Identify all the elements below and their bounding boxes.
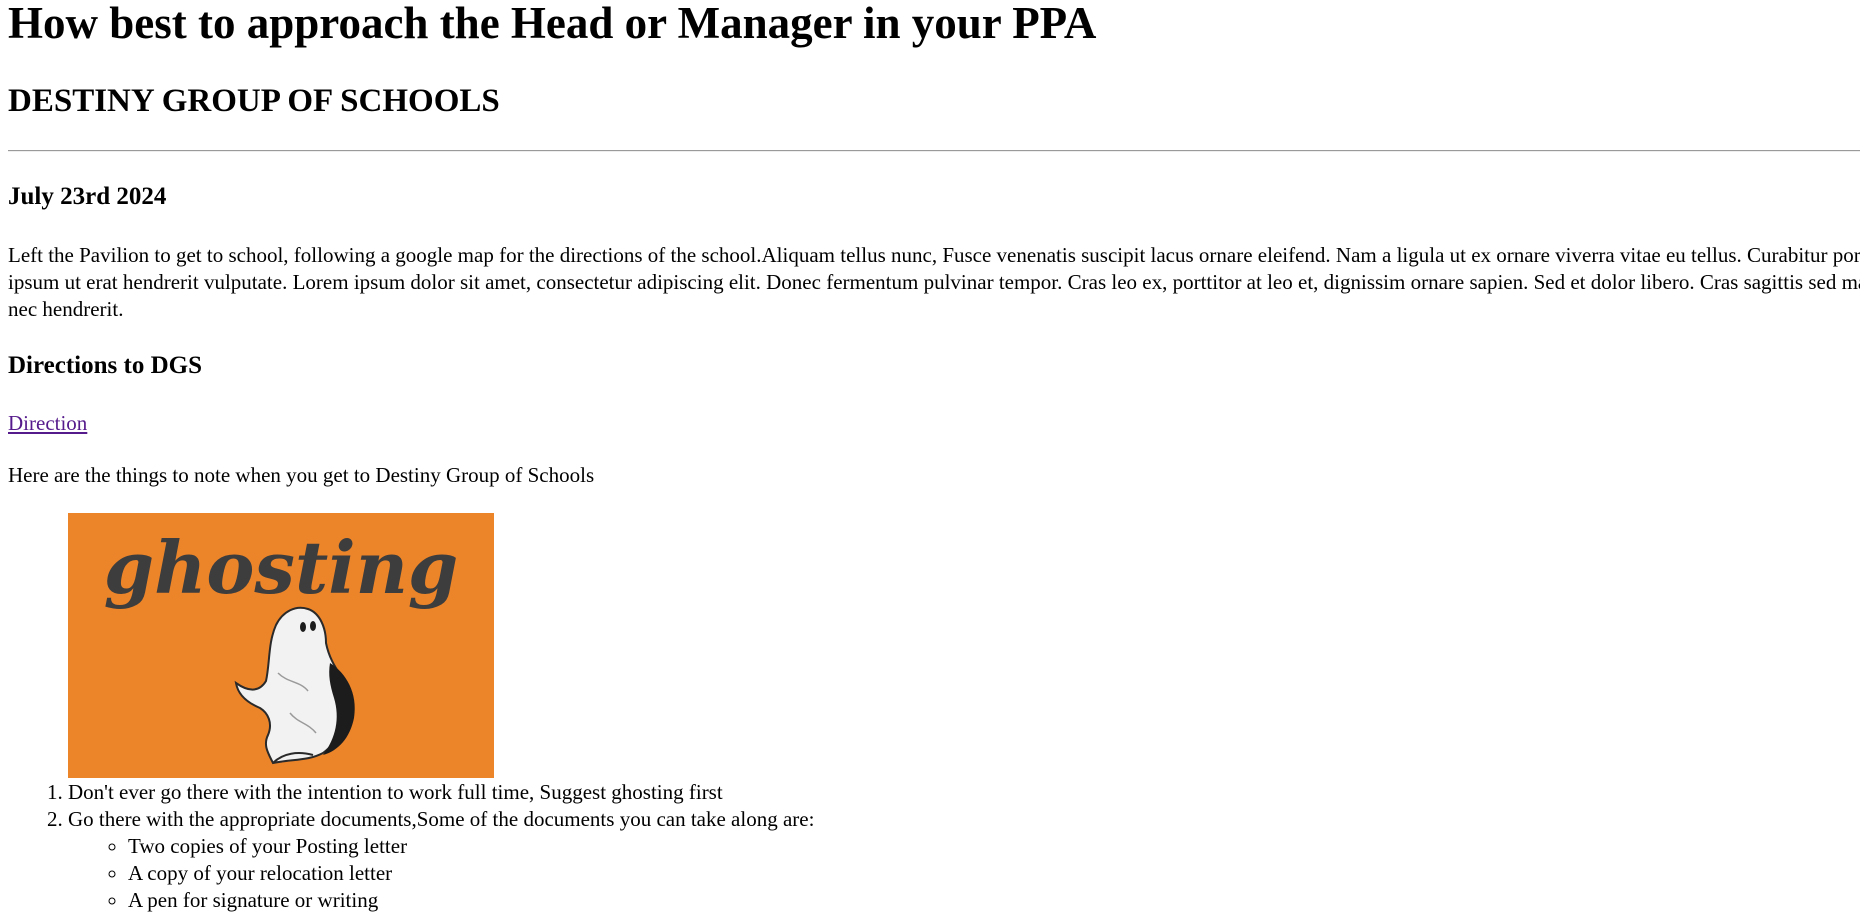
list-item: Don't ever go there with the intention t… [68, 779, 814, 806]
list-item-text: Don't ever go there with the intention t… [68, 780, 723, 804]
documents-list: Two copies of your Posting letter A copy… [68, 833, 814, 914]
direction-link[interactable]: Direction [8, 411, 88, 435]
list-item-text: Go there with the appropriate documents,… [68, 807, 815, 831]
divider [8, 150, 1860, 152]
list-item: Go there with the appropriate documents,… [68, 806, 814, 914]
directions-heading: Directions to DGS [8, 352, 202, 379]
post-date: July 23rd 2024 [8, 183, 167, 210]
list-item: A copy of your relocation letter [128, 860, 814, 887]
page-title: How best to approach the Head or Manager… [8, 0, 1097, 48]
notes-list: Don't ever go there with the intention t… [8, 779, 814, 914]
ghost-icon [234, 606, 355, 765]
school-name: DESTINY GROUP OF SCHOOLS [8, 83, 500, 119]
ghosting-image: ghosting [68, 513, 494, 778]
list-item: Two copies of your Posting letter [128, 833, 814, 860]
post-paragraph: Left the Pavilion to get to school, foll… [8, 243, 1860, 321]
list-item: A pen for signature or writing [128, 887, 814, 914]
ghosting-word: ghosting [104, 525, 459, 610]
note-text: Here are the things to note when you get… [8, 463, 595, 487]
